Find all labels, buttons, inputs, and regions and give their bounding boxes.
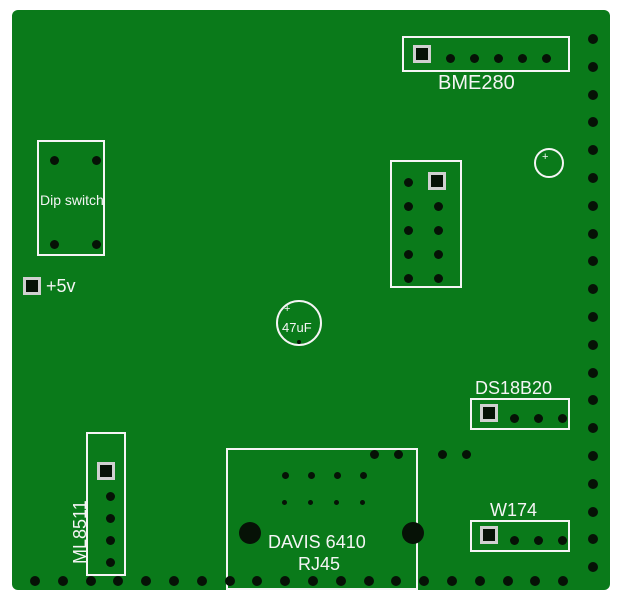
hole-right-col — [588, 34, 598, 44]
big-hole — [402, 522, 424, 544]
hole-ml8511 — [106, 536, 115, 545]
hole-bottom-row — [197, 576, 207, 586]
via — [297, 340, 301, 344]
hole-bottom-row — [58, 576, 68, 586]
hole-bottom-row — [475, 576, 485, 586]
label-w174: W174 — [490, 500, 537, 521]
hole-right-col — [588, 507, 598, 517]
hole-hdr-c2 — [434, 202, 443, 211]
hole-pair — [462, 450, 471, 459]
hole-w174 — [510, 536, 519, 545]
pad-square — [480, 526, 498, 544]
hole-hdr-c2 — [434, 226, 443, 235]
big-hole — [239, 522, 261, 544]
hole-hdr-c2 — [434, 274, 443, 283]
pad-square — [97, 462, 115, 480]
pad-square — [480, 404, 498, 422]
label-plus5v: +5v — [46, 276, 76, 297]
label-davis2: RJ45 — [298, 554, 340, 575]
hole-ml8511 — [106, 558, 115, 567]
hole-bme — [518, 54, 527, 63]
hole-bottom-row — [503, 576, 513, 586]
hole-right-col — [588, 312, 598, 322]
hole-bottom-row — [169, 576, 179, 586]
hole-bme — [470, 54, 479, 63]
hole-bottom-row — [225, 576, 235, 586]
hole-pair — [438, 450, 447, 459]
hole-hdr-c1 — [404, 226, 413, 235]
hole-right-col — [588, 368, 598, 378]
hole-right-col — [588, 90, 598, 100]
hole-bottom-row — [30, 576, 40, 586]
hole-right-col — [588, 451, 598, 461]
hole-rj45 — [360, 500, 365, 505]
circle-small — [534, 148, 564, 178]
hole-rj45 — [282, 500, 287, 505]
hole-bottom-row — [447, 576, 457, 586]
hole-right-col — [588, 173, 598, 183]
hole-bottom-row — [86, 576, 96, 586]
hole-ml8511 — [106, 492, 115, 501]
hole-bme — [542, 54, 551, 63]
hole-rj45 — [334, 472, 341, 479]
hole-hdr-c1 — [404, 274, 413, 283]
hole-dip — [50, 156, 59, 165]
label-bme280: BME280 — [438, 72, 515, 95]
label-ds18b20: DS18B20 — [475, 378, 552, 399]
hole-bme — [494, 54, 503, 63]
hole-bme — [446, 54, 455, 63]
hole-dip — [92, 156, 101, 165]
hole-w174 — [534, 536, 543, 545]
hole-hdr-c2 — [434, 250, 443, 259]
outline-ml8511 — [86, 432, 126, 576]
hole-pair — [370, 450, 379, 459]
hole-ds18b20 — [558, 414, 567, 423]
plus-mark: + — [542, 152, 548, 163]
hole-rj45 — [308, 472, 315, 479]
hole-hdr-c1 — [404, 202, 413, 211]
outline-header — [390, 160, 462, 288]
hole-dip — [92, 240, 101, 249]
hole-rj45 — [282, 472, 289, 479]
hole-right-col — [588, 229, 598, 239]
hole-rj45 — [360, 472, 367, 479]
hole-right-col — [588, 340, 598, 350]
hole-rj45 — [334, 500, 339, 505]
hole-bottom-row — [364, 576, 374, 586]
hole-rj45 — [308, 500, 313, 505]
label-ml8511: ML8511 — [70, 500, 91, 564]
hole-bottom-row — [336, 576, 346, 586]
hole-right-col — [588, 201, 598, 211]
label-cap: 47uF — [282, 320, 312, 335]
hole-hdr-c1 — [404, 250, 413, 259]
pad-square — [428, 172, 446, 190]
hole-pair — [394, 450, 403, 459]
label-dipswitch: Dip switch — [40, 192, 104, 208]
hole-w174 — [558, 536, 567, 545]
pad-square — [23, 277, 41, 295]
hole-hdr-c1 — [404, 178, 413, 187]
hole-ml8511 — [106, 514, 115, 523]
plus-mark: + — [284, 304, 290, 315]
hole-bottom-row — [308, 576, 318, 586]
label-davis1: DAVIS 6410 — [268, 532, 366, 553]
hole-ds18b20 — [534, 414, 543, 423]
pad-square — [413, 45, 431, 63]
hole-right-col — [588, 479, 598, 489]
hole-ds18b20 — [510, 414, 519, 423]
hole-right-col — [588, 62, 598, 72]
hole-dip — [50, 240, 59, 249]
